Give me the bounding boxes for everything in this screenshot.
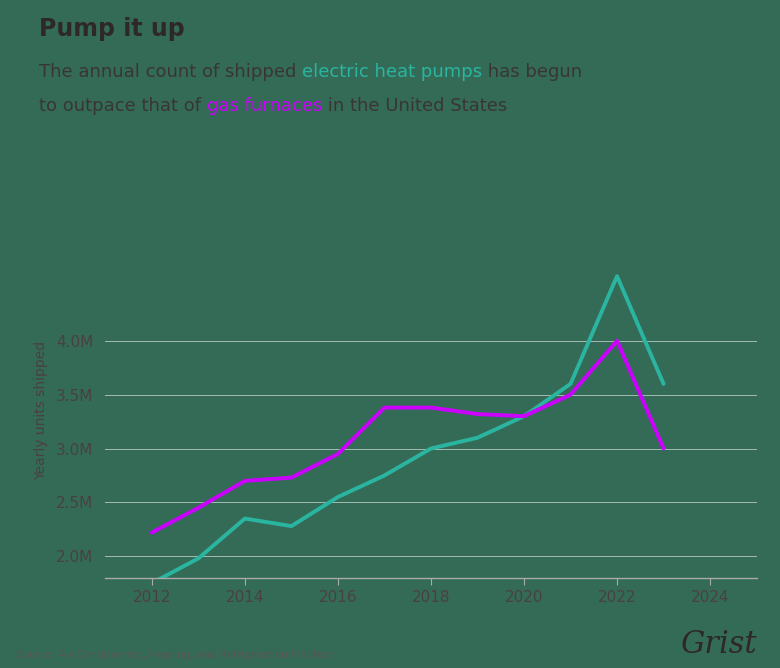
Text: Source: Air-Conditioning, Heating, and Refrigeration Institute: Source: Air-Conditioning, Heating, and R…	[16, 650, 334, 660]
Y-axis label: Yearly units shipped: Yearly units shipped	[34, 341, 48, 480]
Text: Pump it up: Pump it up	[39, 17, 185, 41]
Text: in the United States: in the United States	[322, 97, 507, 115]
Text: gas furnaces: gas furnaces	[207, 97, 322, 115]
Text: electric heat pumps: electric heat pumps	[302, 63, 482, 81]
Text: has begun: has begun	[482, 63, 583, 81]
Text: to outpace that of: to outpace that of	[39, 97, 207, 115]
Text: Grist: Grist	[680, 629, 757, 660]
Text: The annual count of shipped: The annual count of shipped	[39, 63, 302, 81]
